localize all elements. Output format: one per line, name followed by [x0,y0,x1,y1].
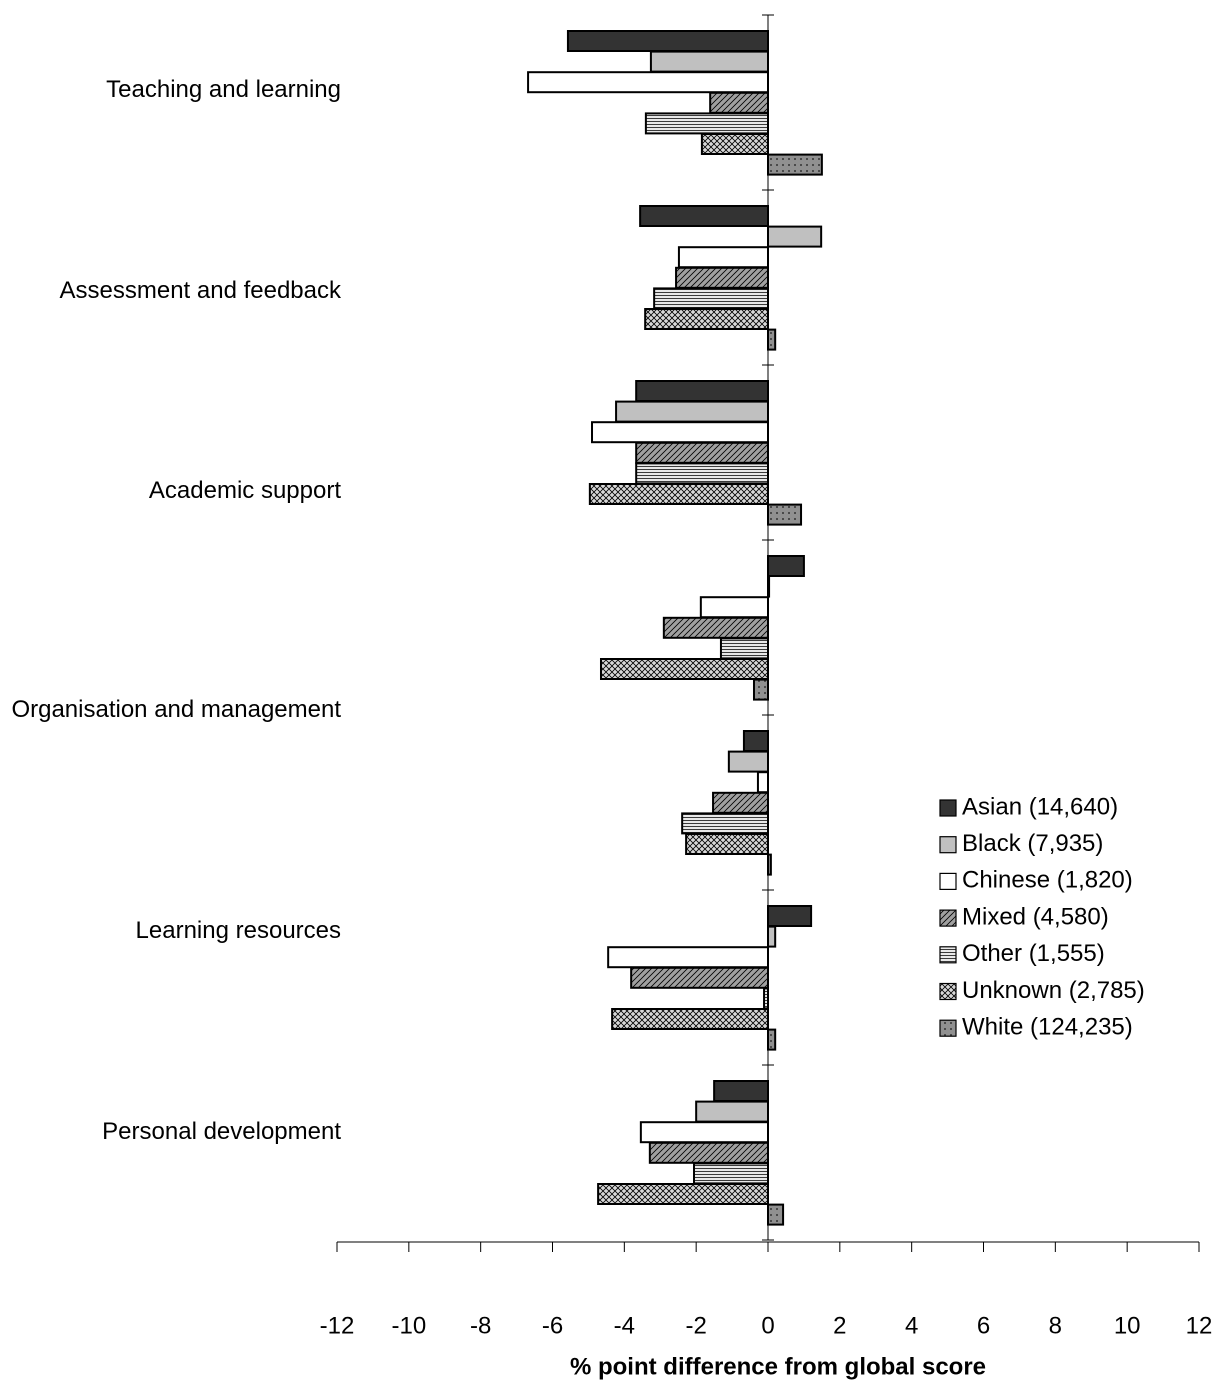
bar [767,1203,785,1226]
bar [742,730,770,752]
bar [767,925,777,948]
x-tick-label: 6 [977,1312,990,1339]
bar [639,205,769,227]
category-label: Assessment and feedback [59,277,342,304]
category-label: Personal development [102,1118,341,1145]
x-tick-label: 4 [905,1312,918,1339]
legend-label: Mixed (4,580) [962,903,1109,930]
bar [756,771,770,794]
bar [713,1080,769,1102]
legend-label: Other (1,555) [962,940,1105,967]
x-axis-title: % point difference from global score [570,1353,986,1380]
bar [767,905,813,927]
x-tick-label: 12 [1186,1312,1213,1339]
x-tick-label: -4 [614,1312,635,1339]
legend-swatch [939,836,957,854]
bar [635,380,770,402]
bar [763,987,770,1010]
bar [695,1100,770,1123]
bar [635,462,770,485]
bar [662,616,770,639]
legend-label: Chinese (1,820) [962,867,1133,894]
bar [685,833,769,855]
bar [700,133,769,155]
x-tick-label: 2 [833,1312,846,1339]
bar [767,555,805,577]
bar [599,658,769,680]
bar [635,441,770,464]
legend-label: White (124,235) [962,1014,1133,1041]
legend-label: Asian (14,640) [962,793,1118,820]
bar [630,966,769,989]
legend-swatch [939,1019,957,1037]
bar [767,153,823,176]
legend-label: Unknown (2,785) [962,977,1145,1004]
bar [644,308,769,330]
bar [681,812,770,835]
bar [767,328,777,351]
bar [767,1028,777,1051]
x-tick-label: 0 [761,1312,774,1339]
legend-swatch [939,946,957,964]
bar [566,30,769,52]
legend-swatch [939,982,957,1001]
bar [615,400,770,423]
bar [675,266,770,289]
category-label: Organisation and management [11,696,341,723]
x-tick-label: -10 [391,1312,426,1339]
x-tick-label: 10 [1114,1312,1141,1339]
bar [607,946,769,969]
legend-label: Black (7,935) [962,830,1103,857]
bar [693,1162,769,1185]
category-label: Academic support [148,477,341,504]
legend-swatch [939,909,957,927]
bar [653,287,769,310]
legend-swatch [939,799,957,817]
category-label: Learning resources [135,917,341,944]
bar [588,483,769,505]
bar [727,750,769,773]
bar [719,637,769,660]
bar [752,678,769,701]
bar [611,1008,769,1030]
x-tick-label: -2 [685,1312,706,1339]
bar [644,112,770,135]
bar [767,225,823,248]
bar [677,246,770,269]
bar [639,1121,769,1144]
legend-swatch [939,872,957,891]
bar [712,791,769,814]
bar [767,503,803,526]
bar [648,1141,769,1164]
bar [527,71,769,94]
x-tick-label: 8 [1049,1312,1062,1339]
bar [699,596,769,619]
category-label: Teaching and learning [106,76,341,103]
x-tick-label: -8 [470,1312,491,1339]
bar [649,50,770,73]
x-tick-label: -6 [542,1312,563,1339]
bar [591,421,770,444]
bar [709,91,770,114]
x-tick-label: -12 [320,1312,355,1339]
bar [597,1183,770,1205]
